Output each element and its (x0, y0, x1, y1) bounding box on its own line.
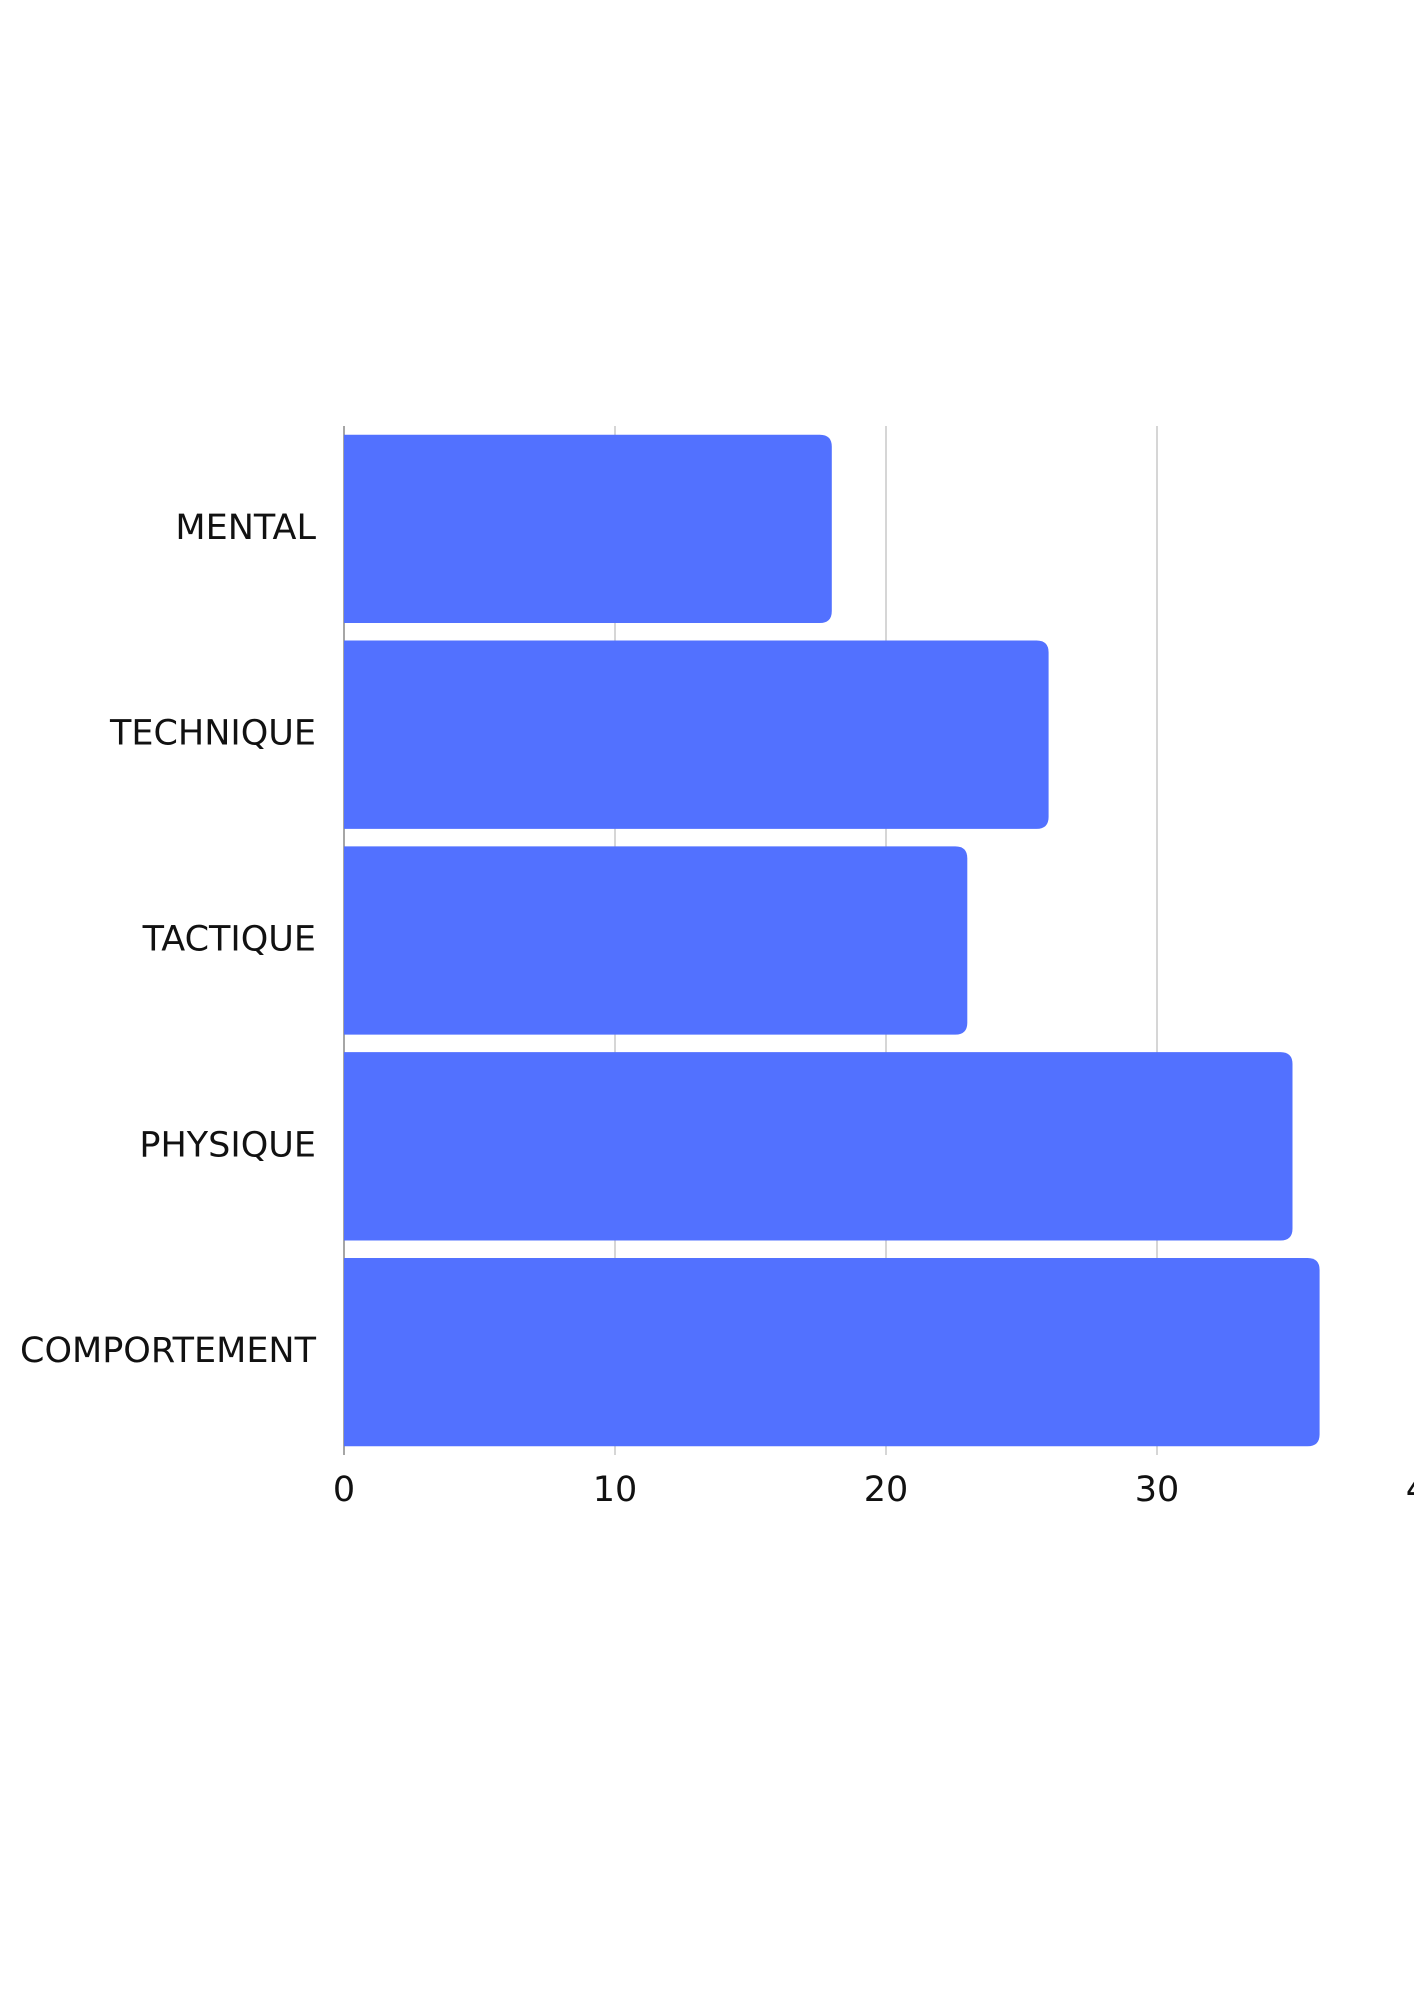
bar (344, 1052, 1293, 1241)
x-tick-label: 20 (864, 1470, 909, 1510)
x-tick-label: 10 (593, 1470, 638, 1510)
y-tick-label: PHYSIQUE (139, 1125, 316, 1165)
x-tick-label: 0 (333, 1470, 355, 1510)
bar (344, 640, 1049, 829)
y-tick-label: MENTAL (175, 508, 316, 548)
x-tick-label: 40 (1406, 1470, 1414, 1510)
bar (344, 434, 832, 624)
y-tick-label: TECHNIQUE (109, 714, 316, 754)
y-tick-label: COMPORTEMENT (20, 1331, 317, 1371)
x-tick-label: 30 (1135, 1470, 1180, 1510)
bar (344, 1257, 1320, 1447)
y-tick-label: TACTIQUE (142, 920, 316, 960)
bar (344, 846, 968, 1035)
